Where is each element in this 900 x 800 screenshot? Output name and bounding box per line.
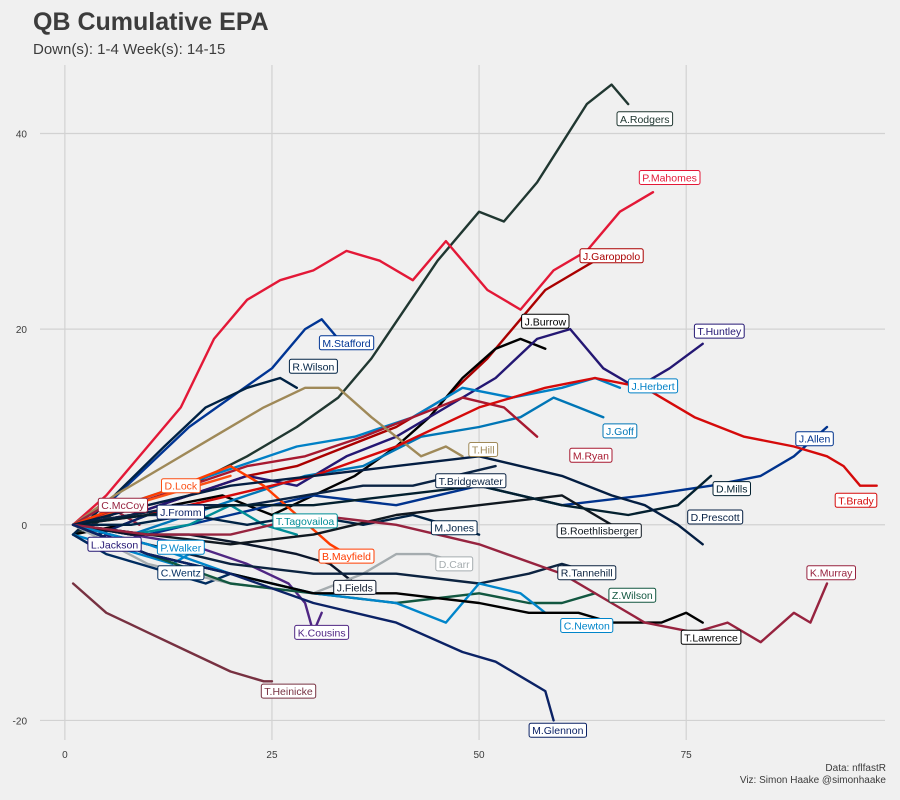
series-label-j-garoppolo: J.Garoppolo <box>579 248 644 264</box>
series-label-k-murray: K.Murray <box>806 565 857 581</box>
x-tick-label: 0 <box>62 750 68 761</box>
svg-text:B.Mayfield: B.Mayfield <box>322 551 371 563</box>
series-label-r-tannehill: R.Tannehill <box>557 565 617 581</box>
svg-text:P.Walker: P.Walker <box>160 542 201 554</box>
axis-ticks: 0 25 50 75 -20 0 20 40 <box>13 129 693 761</box>
svg-text:J.Burrow: J.Burrow <box>525 316 567 328</box>
x-tick-label: 75 <box>681 750 693 761</box>
series-line-t-huntley <box>71 327 704 526</box>
data-source-caption: Data: nflfastR <box>825 763 886 774</box>
series-label-j-fromm: J.Fromm <box>156 504 206 520</box>
series-label-t-tagovailoa: T.Tagovailoa <box>272 513 338 529</box>
series-label-m-glennon: M.Glennon <box>528 722 587 738</box>
svg-text:D.Lock: D.Lock <box>164 481 197 493</box>
series-label-d-carr: D.Carr <box>435 556 474 572</box>
svg-text:T.Tagovailoa: T.Tagovailoa <box>276 516 335 528</box>
svg-text:C.Newton: C.Newton <box>564 621 610 633</box>
svg-text:M.Glennon: M.Glennon <box>532 725 584 737</box>
series-line-t-hill <box>71 386 464 526</box>
y-tick-label: 40 <box>16 129 28 140</box>
svg-text:D.Prescott: D.Prescott <box>691 512 740 524</box>
series-line-t-heinicke <box>71 582 274 683</box>
svg-text:M.Stafford: M.Stafford <box>322 338 370 350</box>
svg-text:M.Ryan: M.Ryan <box>573 450 609 462</box>
y-tick-label: 0 <box>21 521 27 532</box>
x-tick-label: 50 <box>474 750 486 761</box>
series-label-t-lawrence: T.Lawrence <box>680 629 742 645</box>
svg-text:J.Fromm: J.Fromm <box>160 507 202 519</box>
series-label-l-jackson: L.Jackson <box>87 536 142 552</box>
svg-text:K.Murray: K.Murray <box>810 568 853 580</box>
svg-text:T.Lawrence: T.Lawrence <box>684 632 738 644</box>
svg-text:T.Hill: T.Hill <box>472 444 495 456</box>
series-label-t-huntley: T.Huntley <box>693 323 745 339</box>
svg-text:Z.Wilson: Z.Wilson <box>612 590 653 602</box>
series-label-j-herbert: J.Herbert <box>627 378 679 394</box>
series-label-m-ryan: M.Ryan <box>569 447 613 463</box>
svg-text:T.Brady: T.Brady <box>838 495 874 507</box>
series-line-m-glennon <box>71 523 555 722</box>
series-label-d-mills: D.Mills <box>712 481 751 497</box>
series-label-c-mccoy: C.McCoy <box>97 497 149 513</box>
series-label-a-rodgers: A.Rodgers <box>616 111 674 127</box>
series-label-p-mahomes: P.Mahomes <box>638 170 701 185</box>
svg-text:J.Allen: J.Allen <box>799 434 831 446</box>
series-label-k-cousins: K.Cousins <box>294 624 350 640</box>
series-label-d-prescott: D.Prescott <box>687 509 744 525</box>
grid-layer <box>40 65 885 740</box>
series-label-c-wentz: C.Wentz <box>157 565 205 581</box>
series-label-c-newton: C.Newton <box>560 618 614 633</box>
series-line-m-stafford <box>71 318 340 526</box>
viz-credit-caption: Viz: Simon Haake @simonhaake <box>739 775 886 786</box>
y-tick-label: 20 <box>16 325 28 336</box>
series-line-j-fields <box>71 523 356 585</box>
series-label-t-heinicke: T.Heinicke <box>260 683 317 699</box>
chart-title: QB Cumulative EPA <box>33 8 269 36</box>
series-labels: A.Rodgers P.Mahomes J.Garoppolo J.Burrow T.H… <box>87 111 878 738</box>
svg-text:C.McCoy: C.McCoy <box>101 500 145 512</box>
series-line-p-mahomes <box>71 190 655 526</box>
svg-text:T.Bridgewater: T.Bridgewater <box>439 476 504 488</box>
series-label-t-bridgewater: T.Bridgewater <box>435 473 507 489</box>
series-label-p-walker: P.Walker <box>156 539 205 555</box>
series-label-b-mayfield: B.Mayfield <box>318 548 375 564</box>
y-tick-label: -20 <box>13 716 28 727</box>
svg-text:R.Tannehill: R.Tannehill <box>561 568 613 580</box>
svg-text:J.Fields: J.Fields <box>337 582 373 594</box>
series-label-d-lock: D.Lock <box>161 478 201 494</box>
series-label-m-jones: M.Jones <box>430 520 478 536</box>
svg-text:A.Rodgers: A.Rodgers <box>620 114 670 126</box>
series-label-j-burrow: J.Burrow <box>521 313 570 329</box>
series-label-t-brady: T.Brady <box>834 492 878 508</box>
svg-text:C.Wentz: C.Wentz <box>161 568 201 580</box>
svg-text:J.Herbert: J.Herbert <box>631 381 674 393</box>
svg-text:B.Roethlisberger: B.Roethlisberger <box>560 526 639 538</box>
series-line-k-murray <box>71 513 829 644</box>
svg-text:J.Garoppolo: J.Garoppolo <box>583 251 640 263</box>
svg-text:M.Jones: M.Jones <box>434 523 474 535</box>
series-label-r-wilson: R.Wilson <box>288 358 338 374</box>
chart-subtitle: Down(s): 1-4 Week(s): 14-15 <box>33 41 226 58</box>
series-lines <box>71 83 878 722</box>
series-label-z-wilson: Z.Wilson <box>608 587 657 603</box>
series-line-b-roethlisberger <box>71 494 630 546</box>
svg-text:T.Huntley: T.Huntley <box>697 326 742 338</box>
svg-text:T.Heinicke: T.Heinicke <box>264 686 313 698</box>
series-label-m-stafford: M.Stafford <box>318 335 375 351</box>
svg-text:K.Cousins: K.Cousins <box>298 627 346 639</box>
x-tick-label: 25 <box>266 750 278 761</box>
svg-text:D.Mills: D.Mills <box>716 484 748 496</box>
svg-text:R.Wilson: R.Wilson <box>292 361 334 373</box>
series-line-t-brady <box>71 376 878 526</box>
svg-text:D.Carr: D.Carr <box>439 559 470 571</box>
svg-text:J.Goff: J.Goff <box>606 426 634 438</box>
series-label-b-roethlisberger: B.Roethlisberger <box>556 523 642 539</box>
series-label-j-allen: J.Allen <box>795 431 834 447</box>
svg-text:L.Jackson: L.Jackson <box>91 539 138 551</box>
series-label-j-goff: J.Goff <box>602 423 638 439</box>
svg-text:P.Mahomes: P.Mahomes <box>642 173 697 185</box>
series-label-t-hill: T.Hill <box>468 442 499 457</box>
series-label-j-fields: J.Fields <box>333 579 377 595</box>
